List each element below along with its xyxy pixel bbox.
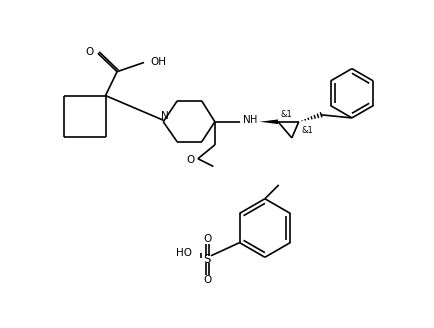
Text: N: N	[242, 115, 250, 125]
Text: &1: &1	[300, 127, 312, 135]
Polygon shape	[259, 119, 277, 124]
Text: O: O	[85, 47, 93, 57]
Text: O: O	[203, 234, 211, 244]
Text: O: O	[186, 155, 194, 165]
Text: N: N	[161, 111, 168, 121]
Text: OH: OH	[150, 57, 166, 68]
Text: &1: &1	[279, 110, 291, 119]
Text: H: H	[249, 115, 256, 125]
Text: O: O	[203, 276, 211, 285]
Text: S: S	[203, 253, 210, 266]
Text: HO: HO	[175, 248, 191, 258]
